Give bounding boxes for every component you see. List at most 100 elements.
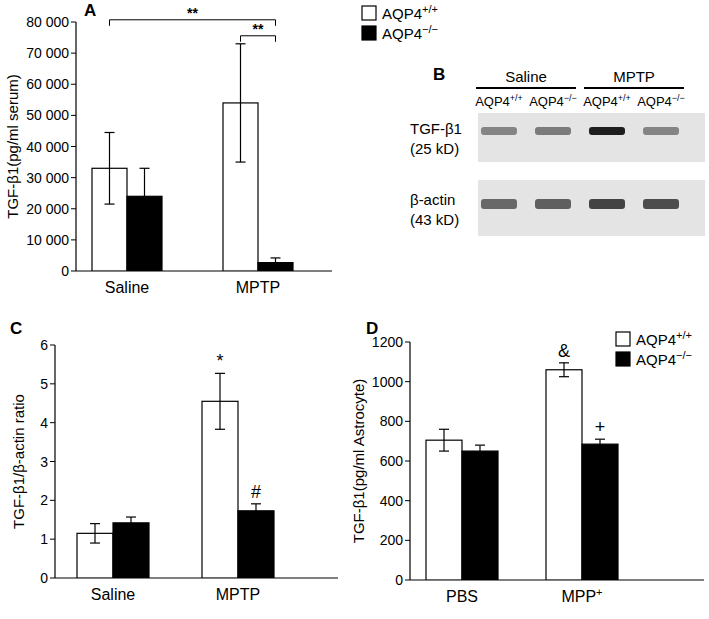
panel-label: B <box>433 65 445 84</box>
y-tick <box>405 342 410 343</box>
error-cap <box>439 450 449 451</box>
y-tick-label: 10 000 <box>26 232 69 248</box>
y-tick <box>71 84 76 85</box>
y-tick-label: 20 000 <box>26 201 69 217</box>
y-tick-label: 1 <box>40 531 48 547</box>
error-bar <box>559 363 569 377</box>
y-tick <box>50 500 55 501</box>
category-label: PBS <box>446 588 478 605</box>
blot-band <box>535 199 571 209</box>
row-label: TGF-β1 <box>410 120 462 137</box>
error-line <box>599 439 600 449</box>
page: {"chart_data": [ {"type": "bar", "panel"… <box>0 0 709 619</box>
category-label: MPTP <box>216 586 260 603</box>
y-tick <box>50 383 55 384</box>
annotation: # <box>251 482 261 502</box>
y-tick <box>405 421 410 422</box>
error-line <box>255 504 256 518</box>
y-tick-label: 0 <box>395 572 403 588</box>
error-bar <box>236 44 246 162</box>
blot-band <box>643 127 679 135</box>
row-size: (25 kD) <box>410 140 459 157</box>
blot-membrane <box>478 180 705 236</box>
legend-swatch <box>362 6 376 20</box>
error-bar <box>215 373 225 429</box>
error-cap <box>215 429 225 430</box>
y-tick-label: 5 <box>40 376 48 392</box>
y-tick <box>71 22 76 23</box>
error-cap <box>126 528 136 529</box>
category-label: Saline <box>105 279 150 296</box>
legend-label: AQP4−/− <box>636 349 692 368</box>
panel-label: A <box>84 1 96 20</box>
y-tick-label: 30 000 <box>26 170 69 186</box>
blot-band <box>589 127 625 135</box>
error-cap <box>475 445 485 446</box>
lane-label: AQP4+/+ <box>475 93 523 109</box>
error-bar <box>595 439 605 449</box>
group-line <box>584 87 684 89</box>
bar <box>426 440 462 580</box>
bar <box>238 511 274 578</box>
y-tick <box>405 580 410 581</box>
error-line <box>443 429 444 451</box>
y-tick-label: 4 <box>40 415 48 431</box>
y-axis-label: TGF-β1/β-actin ratio <box>10 394 27 529</box>
y-tick <box>50 578 55 579</box>
annotation: + <box>595 417 606 437</box>
y-tick <box>405 500 410 501</box>
y-tick <box>71 146 76 147</box>
y-tick-label: 0 <box>61 263 69 279</box>
y-tick-label: 0 <box>40 570 48 586</box>
legend-swatch <box>616 332 630 346</box>
category-label: MPTP <box>236 279 280 296</box>
legend-swatch <box>362 26 376 40</box>
error-line <box>130 517 131 529</box>
group-line <box>476 87 576 89</box>
error-cap <box>236 161 246 162</box>
y-tick <box>405 540 410 541</box>
y-axis-label: TGF-β1(pg/ml serum) <box>4 74 21 218</box>
plot-marks <box>426 363 618 580</box>
legend-label: AQP4−/− <box>382 23 438 42</box>
y-tick <box>50 539 55 540</box>
error-line <box>275 258 276 267</box>
y-axis-label: TGF-β1(pg/ml Astrocyte) <box>350 379 367 544</box>
error-cap <box>105 132 115 133</box>
lane-label: AQP4−/− <box>529 93 577 109</box>
y-tick <box>50 422 55 423</box>
bar <box>582 444 618 580</box>
y-tick-label: 200 <box>380 532 404 548</box>
y-tick-label: 1000 <box>372 374 403 390</box>
error-line <box>563 363 564 377</box>
plot-marks <box>92 44 293 271</box>
blot-band <box>535 127 571 135</box>
bar <box>462 451 498 580</box>
y-tick-label: 6 <box>40 337 48 353</box>
error-cap <box>90 523 100 524</box>
y-tick-label: 60 000 <box>26 76 69 92</box>
error-bar <box>90 524 100 543</box>
blot-membrane <box>478 113 705 162</box>
error-line <box>479 445 480 457</box>
y-tick <box>71 177 76 178</box>
category-label: Saline <box>91 586 136 603</box>
row-label: β-actin <box>410 191 455 208</box>
y-tick <box>71 271 76 272</box>
error-cap <box>475 456 485 457</box>
panel-label: C <box>10 319 22 338</box>
y-tick-label: 3 <box>40 454 48 470</box>
y-tick <box>50 345 55 346</box>
error-cap <box>105 203 115 204</box>
error-cap <box>271 257 281 258</box>
error-bar <box>271 258 281 267</box>
blot-band <box>481 127 517 135</box>
row-size: (43 kD) <box>410 211 459 228</box>
category-label: MPP+ <box>561 586 602 605</box>
y-tick-label: 800 <box>380 413 404 429</box>
plot-marks <box>77 373 274 578</box>
error-line <box>240 44 241 162</box>
y-tick <box>71 115 76 116</box>
blot-band <box>643 199 679 209</box>
error-line <box>109 132 110 204</box>
